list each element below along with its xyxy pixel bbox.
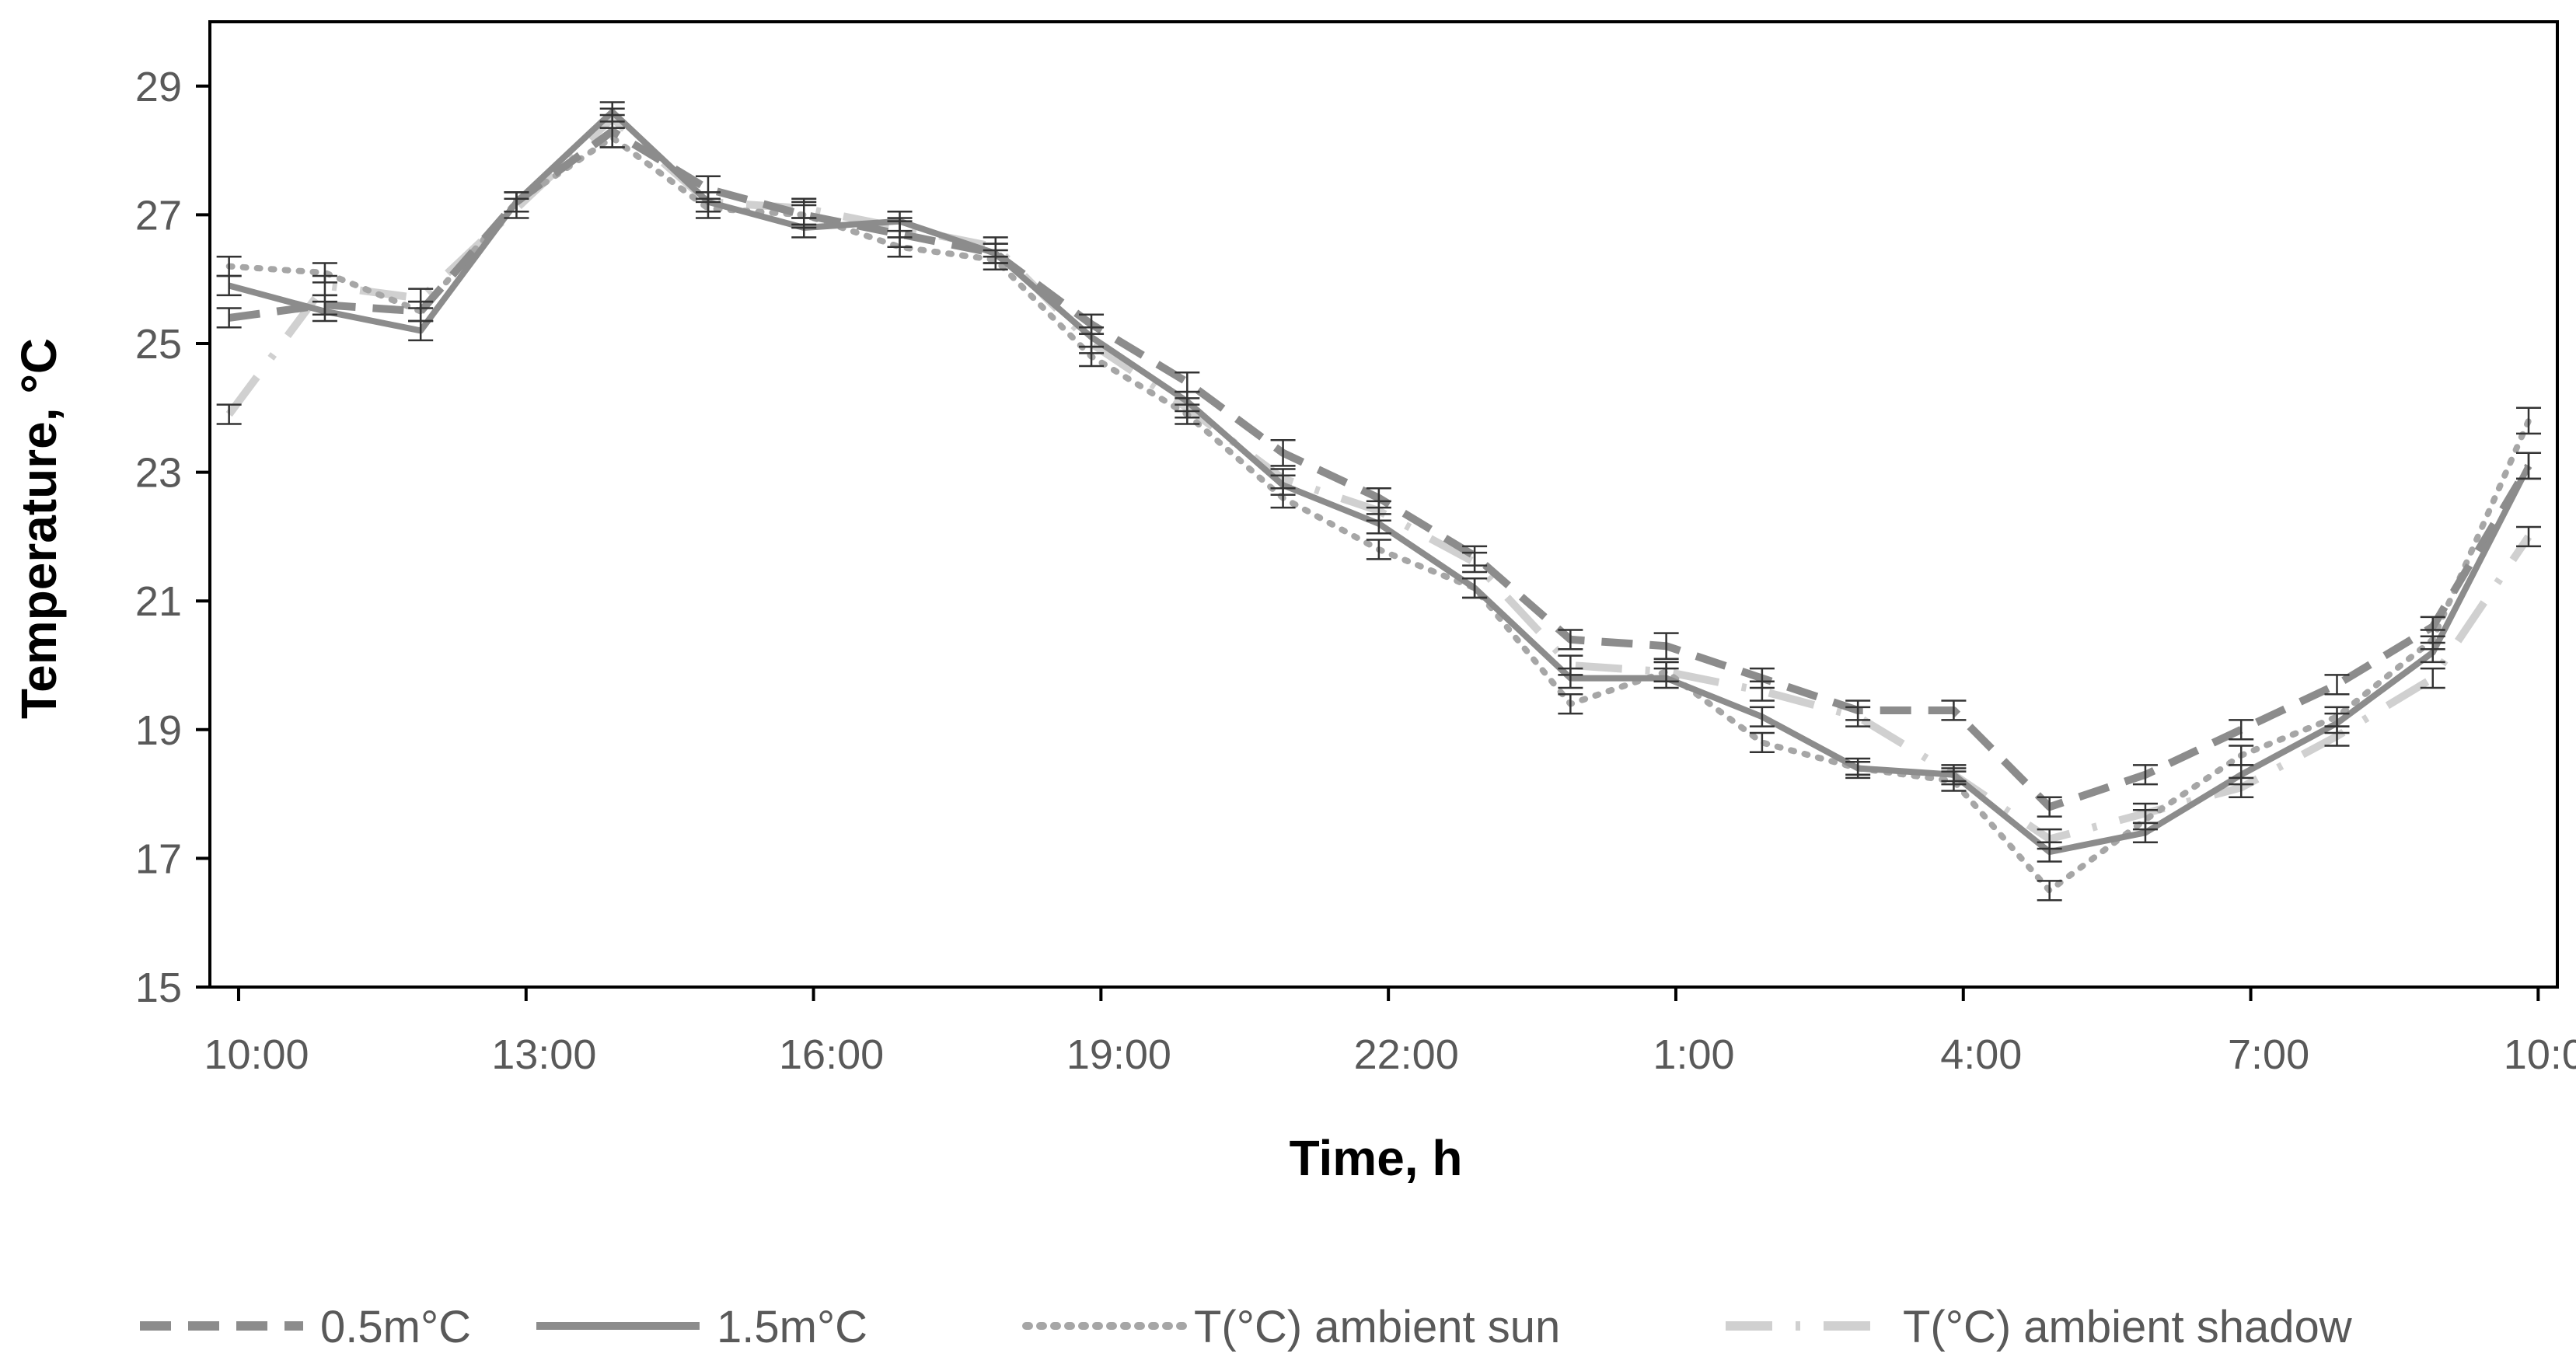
legend-label: T(°C) ambient sun: [1194, 1302, 1560, 1352]
x-tick-label: 19:00: [1066, 1031, 1171, 1078]
legend-label: T(°C) ambient shadow: [1903, 1302, 2353, 1352]
x-tick-label: 10:00: [204, 1031, 309, 1078]
series-line: [228, 108, 2532, 856]
series-line: [229, 127, 2532, 811]
legend-item-0: 0.5m°C: [140, 1302, 471, 1352]
x-axis-ticks: 10:00 13:00 16:00 19:00 22:00 1:00 4:00 7:00 10:…: [204, 987, 2576, 1078]
y-tick-label: 29: [135, 64, 182, 110]
y-tick-label: 27: [135, 192, 182, 239]
x-tick-label: 22:00: [1354, 1031, 1459, 1078]
error-bars-1: [216, 101, 2542, 863]
legend: 0.5m°C 1.5m°C T(°C) ambient sun T(°C) ambie…: [140, 1302, 2353, 1352]
legend-item-2: T(°C) ambient sun: [1022, 1302, 1560, 1352]
series-1: [228, 108, 2532, 856]
plot-area: [208, 20, 2559, 989]
error-bars-0: [216, 113, 2542, 818]
error-bars-3: [216, 107, 2542, 850]
x-tick-label: 4:00: [1940, 1031, 2022, 1078]
x-tick-label: 10:00: [2504, 1031, 2576, 1078]
series-line: [225, 114, 2532, 843]
y-tick-label: 21: [135, 578, 182, 625]
y-axis-ticks: 15 17 19 21 23 25 27 29: [135, 64, 210, 1011]
y-tick-label: 15: [135, 965, 182, 1011]
x-tick-label: 16:00: [779, 1031, 884, 1078]
y-axis-title: Temperature, °C: [11, 338, 67, 719]
series-3: [225, 114, 2532, 843]
x-tick-label: 1:00: [1653, 1031, 1734, 1078]
x-axis-title: Time, h: [1290, 1130, 1463, 1186]
x-tick-label: 13:00: [491, 1031, 596, 1078]
legend-label: 0.5m°C: [320, 1302, 471, 1352]
y-tick-label: 25: [135, 321, 182, 368]
series-layer: [216, 101, 2542, 902]
series-0: [229, 127, 2532, 811]
legend-label: 1.5m°C: [717, 1302, 867, 1352]
y-tick-label: 19: [135, 707, 182, 754]
plot-border: [208, 20, 2559, 989]
y-tick-label: 23: [135, 450, 182, 497]
legend-item-1: 1.5m°C: [536, 1302, 867, 1352]
y-tick-label: 17: [135, 836, 182, 882]
x-tick-label: 7:00: [2228, 1031, 2309, 1078]
legend-item-3: T(°C) ambient shadow: [1726, 1302, 2353, 1352]
